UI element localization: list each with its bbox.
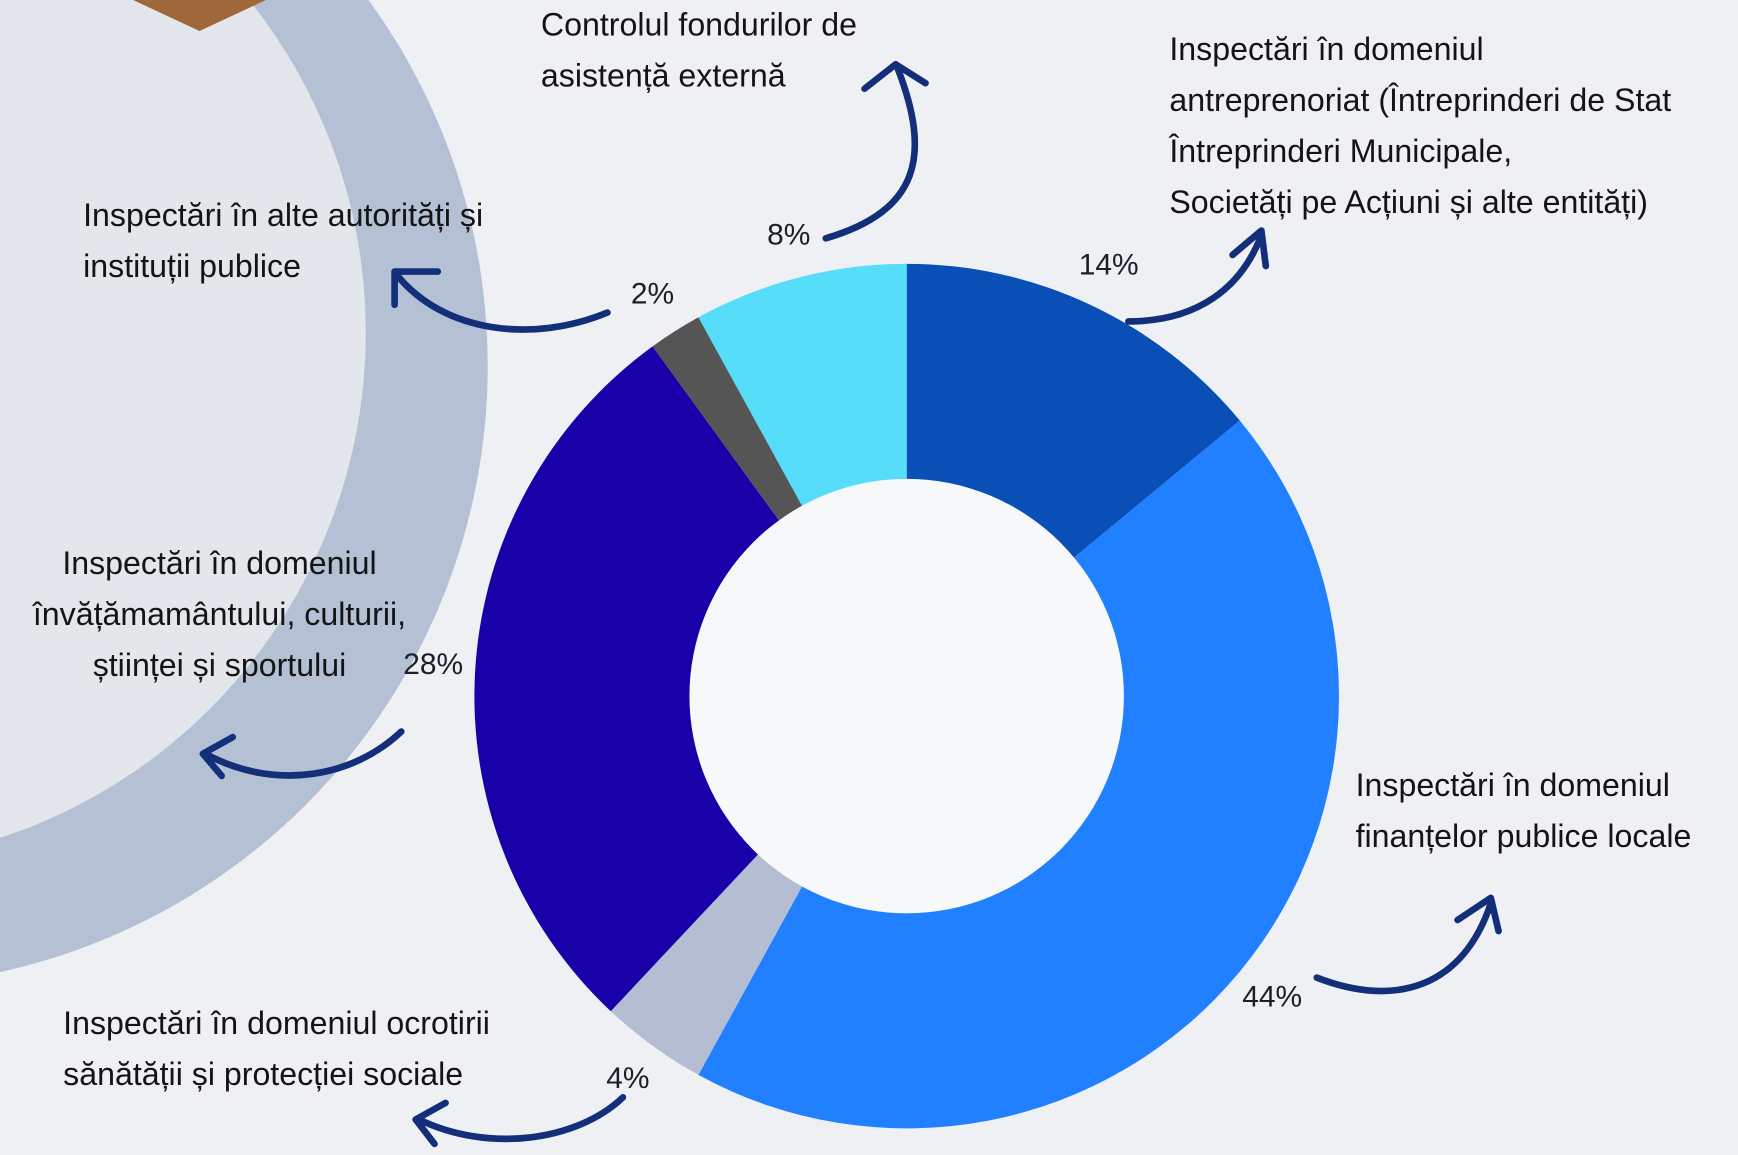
value-label: 8%	[767, 219, 810, 252]
category-line: științei și sportului	[93, 647, 347, 683]
value-label: 28%	[403, 648, 463, 681]
page: {"chart_data": {"type": "pie", "categori…	[0, 0, 1738, 1155]
value-label: 2%	[631, 277, 674, 310]
chart: 14% Inspectări în domeniul antreprenoriat …	[0, 0, 1738, 1155]
category-line: învățămamântului, culturii,	[32, 596, 406, 632]
value-label: 14%	[1079, 249, 1139, 282]
category-line: antreprenoriat (Întreprinderi de Stat	[1169, 82, 1671, 118]
category-line: Controlul fondurilor de	[541, 6, 857, 42]
donut-hole	[689, 479, 1124, 914]
category-line: finanțelor publice locale	[1356, 818, 1692, 854]
value-label: 44%	[1242, 980, 1302, 1013]
category-line: Inspectări în domeniul	[62, 545, 376, 581]
category-line: asistență externă	[541, 57, 786, 93]
category-line: sănătății și protecției sociale	[63, 1056, 463, 1092]
category-line: Inspectări în domeniul	[1169, 31, 1483, 67]
category-line: Societăți pe Acțiuni și alte entități)	[1169, 184, 1648, 220]
category-line: Întreprinderi Municipale,	[1168, 133, 1512, 169]
value-label: 4%	[606, 1062, 649, 1095]
category-line: Inspectări în domeniul ocrotirii	[63, 1005, 490, 1041]
category-line: Inspectări în alte autorități și	[83, 197, 483, 233]
category-line: instituții publice	[83, 248, 301, 284]
category-line: Inspectări în domeniul	[1356, 767, 1670, 803]
